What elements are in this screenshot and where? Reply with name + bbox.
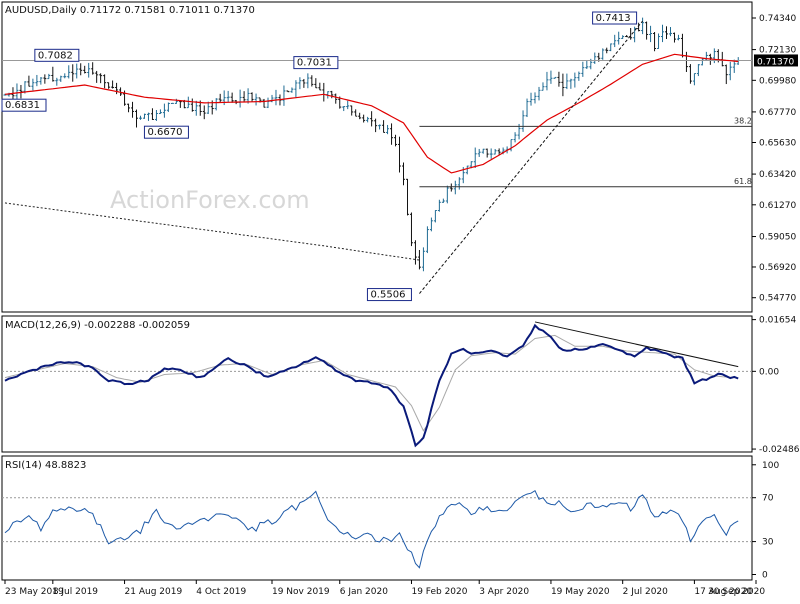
macd-axis-tick-label: 0.00 (759, 367, 779, 377)
price-axis-tick-label: 0.59050 (759, 233, 796, 243)
price-axis-tick-label: 0.56920 (759, 263, 796, 273)
last-price-tag (754, 54, 798, 67)
fib-level-label: 61.8 (734, 177, 752, 186)
price-axis-tick-label: 0.67770 (759, 108, 796, 118)
x-axis-tick-label: 4 Oct 2019 (196, 587, 246, 597)
price-annotation-label: 0.7031 (297, 58, 332, 69)
macd-axis-tick-label: -0.02486 (759, 445, 800, 455)
macd-axis-tick-label: 0.01654 (759, 316, 796, 326)
price-annotation-box (34, 48, 80, 62)
price-annotation-label: 0.7413 (596, 13, 631, 24)
price-axis-tick-label: 0.69980 (759, 76, 796, 86)
x-axis-tick-label: 21 Aug 2019 (125, 587, 183, 597)
price-annotation-box (293, 56, 339, 70)
x-axis-tick-label: 19 May 2020 (551, 587, 610, 597)
price-annotation-box (1, 98, 47, 112)
price-annotation-box (592, 11, 638, 25)
price-annotation-label: 0.5506 (370, 290, 405, 301)
watermark: ActionForex.com (110, 186, 310, 214)
x-axis-tick-label: 19 Feb 2020 (411, 587, 467, 597)
panel-frame-price (1, 1, 753, 313)
price-axis-tick-label: 0.63420 (759, 170, 796, 180)
rsi-axis-tick-label: 70 (762, 494, 774, 504)
rsi-axis-tick-label: 100 (762, 461, 779, 471)
x-axis-tick-label: 8 Jul 2019 (53, 587, 98, 597)
price-annotation-label: 0.6831 (5, 100, 40, 111)
macd-panel-header: MACD(12,26,9) -0.002288 -0.002059 (5, 320, 190, 331)
rsi-panel-header: RSI(14) 48.8823 (5, 460, 86, 471)
last-price-tag-label: 0.71370 (757, 57, 794, 67)
sma-line (4, 53, 739, 174)
price-axis-tick-label: 0.72130 (759, 46, 796, 56)
x-axis-tick-label: 6 Jan 2020 (340, 587, 388, 597)
price-axis-tick-label: 0.61270 (759, 201, 796, 211)
rising-trendline (419, 20, 643, 294)
price-axis-tick-label: 0.65630 (759, 138, 796, 148)
panel-frame-macd (1, 315, 753, 453)
rsi-axis-tick-label: 30 (762, 538, 774, 548)
x-axis-tick-label: 23 May 2019 (5, 587, 64, 597)
rsi-axis-tick-label: 0 (762, 571, 768, 581)
panel-frame-rsi (1, 455, 753, 581)
x-axis-tick-label: 19 Nov 2019 (272, 587, 330, 597)
x-axis-tick-label: 3 Apr 2020 (479, 587, 529, 597)
fib-level-label: 38.2 (734, 116, 752, 125)
price-axis-tick-label: 0.74340 (759, 14, 796, 24)
x-axis-tick-label: 17 Aug 2020 (694, 587, 752, 597)
price-panel-header: AUDUSD,Daily 0.71172 0.71581 0.71011 0.7… (5, 5, 255, 16)
price-axis-tick-label: 0.54770 (759, 294, 796, 304)
macd-line (4, 323, 739, 448)
rsi-line (4, 489, 739, 569)
x-axis-tick-label: 2 Jul 2020 (623, 587, 668, 597)
price-annotation-label: 0.7082 (38, 50, 73, 61)
price-annotation-label: 0.6670 (147, 127, 182, 138)
macd-trendline (534, 321, 739, 368)
x-axis-tick-label: 30 Sep 2020 (708, 587, 765, 597)
price-annotation-box (143, 125, 189, 139)
price-annotation-box (366, 288, 412, 302)
long-moving-average-line (4, 202, 420, 261)
